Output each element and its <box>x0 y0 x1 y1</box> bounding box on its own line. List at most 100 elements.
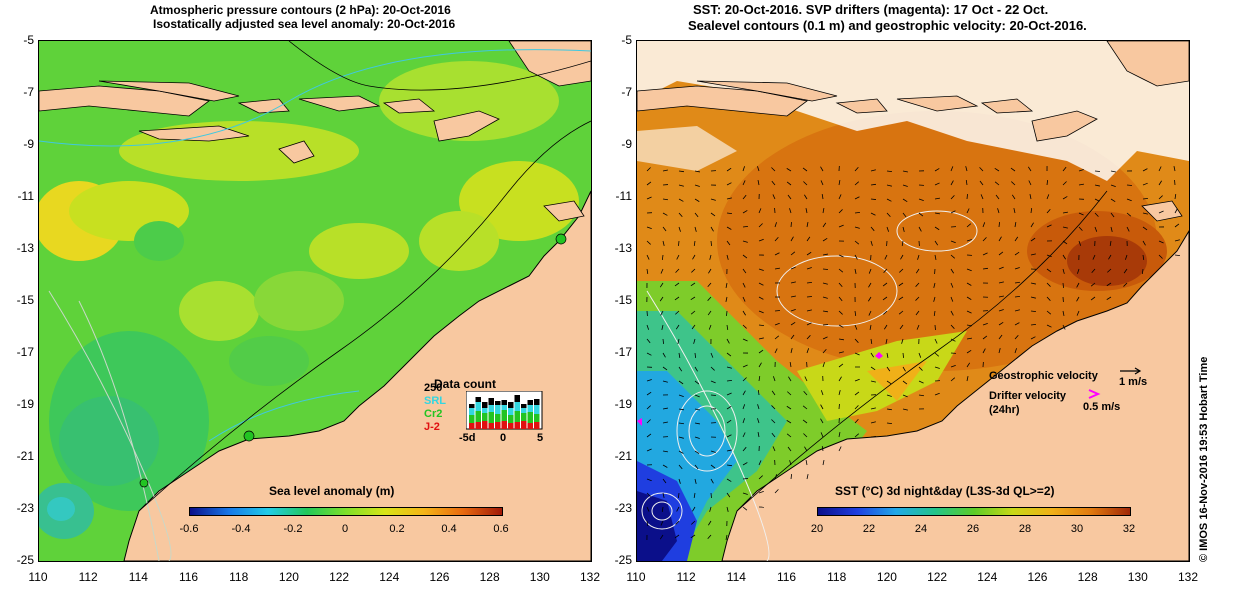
velocity-arrow <box>1014 309 1020 312</box>
velocity-arrow <box>966 223 972 228</box>
velocity-arrow <box>710 198 716 201</box>
histogram-bar <box>527 400 533 405</box>
velocity-arrow <box>677 338 680 344</box>
histogram-bar <box>495 401 501 405</box>
velocity-arrow <box>886 198 892 202</box>
velocity-arrow <box>742 462 748 466</box>
velocity-arrow <box>854 167 859 172</box>
velocity-arrow <box>662 407 668 410</box>
velocity-arrow <box>1062 211 1068 214</box>
velocity-arrow <box>726 212 733 214</box>
velocity-arrow <box>950 364 956 368</box>
velocity-arrow <box>899 324 904 330</box>
histogram-bar <box>482 402 488 408</box>
velocity-arrow <box>1078 212 1084 216</box>
velocity-arrow <box>1141 268 1144 275</box>
velocity-arrow <box>742 194 747 200</box>
velocity-arrow <box>1142 197 1149 200</box>
velocity-arrow <box>870 240 873 246</box>
lat-tick-label: -19 <box>614 397 632 411</box>
velocity-arrow <box>646 492 651 497</box>
velocity-arrow <box>950 296 954 302</box>
lat-tick-label: -25 <box>614 553 632 567</box>
velocity-arrow <box>870 183 877 186</box>
velocity-arrow <box>646 448 652 452</box>
velocity-arrow <box>726 197 732 200</box>
velocity-arrow <box>726 478 732 482</box>
velocity-arrow <box>806 236 811 242</box>
velocity-arrow <box>902 212 907 218</box>
velocity-arrow <box>898 310 904 315</box>
lat-tick-label: -11 <box>615 189 632 203</box>
velocity-arrow <box>678 352 681 358</box>
velocity-arrow <box>774 322 780 326</box>
drifter-velocity-period: (24hr) <box>989 404 1020 416</box>
lon-tick-label: 130 <box>1127 570 1148 584</box>
velocity-arrow <box>661 324 664 330</box>
velocity-arrow <box>646 405 651 410</box>
velocity-arrow <box>838 209 843 214</box>
sst-map: Geostrophic velocity 1 m/s Drifter veloc… <box>636 40 1190 562</box>
velocity-arrow <box>806 281 813 284</box>
lat-tick-label: -7 <box>23 85 34 99</box>
velocity-arrow <box>980 194 984 200</box>
velocity-arrow <box>646 240 651 245</box>
velocity-arrow <box>838 254 844 258</box>
velocity-arrow <box>802 405 808 410</box>
velocity-arrow <box>950 377 956 382</box>
velocity-arrow <box>710 226 714 232</box>
velocity-arrow <box>870 169 876 172</box>
velocity-arrow <box>806 309 812 312</box>
velocity-arrow <box>786 405 792 410</box>
mission-srl: SRL <box>424 395 446 407</box>
velocity-arrow <box>646 520 649 527</box>
histogram-bar <box>469 408 475 415</box>
drifter-scale-label: 0.5 m/s <box>1083 401 1121 413</box>
data-count-title: Data count <box>434 377 497 391</box>
velocity-arrow <box>902 184 908 187</box>
velocity-arrow <box>950 282 954 288</box>
velocity-arrow <box>998 348 1001 354</box>
lon-tick-label: 118 <box>827 570 847 584</box>
velocity-arrow <box>694 380 700 385</box>
histogram-bar <box>514 411 520 422</box>
velocity-arrow <box>822 296 828 299</box>
velocity-arrow <box>693 240 696 247</box>
velocity-arrow <box>1092 254 1096 260</box>
velocity-arrow <box>758 349 764 354</box>
velocity-arrow <box>1158 166 1162 172</box>
velocity-arrow <box>1077 268 1080 274</box>
velocity-arrow <box>838 296 843 302</box>
velocity-arrow <box>933 296 936 302</box>
velocity-arrow <box>950 310 954 316</box>
lon-tick-label: 112 <box>78 570 98 584</box>
mission-cr2: Cr2 <box>424 408 443 420</box>
velocity-arrow <box>1030 310 1037 313</box>
velocity-arrow <box>1030 296 1036 299</box>
velocity-arrow <box>726 240 731 246</box>
velocity-arrow <box>758 238 764 242</box>
velocity-arrow <box>982 237 987 242</box>
velocity-arrow <box>774 310 781 312</box>
velocity-arrow <box>1126 198 1132 202</box>
velocity-arrow <box>661 254 664 261</box>
velocity-arrow <box>950 180 954 186</box>
velocity-arrow <box>742 254 748 259</box>
velocity-arrow <box>1142 226 1148 231</box>
velocity-arrow <box>694 436 700 439</box>
velocity-arrow <box>882 282 888 287</box>
velocity-arrow <box>934 366 940 369</box>
lon-tick-label: 128 <box>479 570 500 584</box>
velocity-arrow <box>674 296 680 301</box>
velocity-arrow <box>1046 282 1051 287</box>
velocity-arrow <box>1174 208 1178 214</box>
velocity-arrow <box>822 253 828 256</box>
imos-timestamp: © IMOS 16-Nov-2016 19:53 Hobart Time <box>1198 356 1210 562</box>
velocity-arrow <box>758 223 763 228</box>
velocity-arrow <box>804 376 808 382</box>
velocity-arrow <box>934 226 940 231</box>
velocity-arrow <box>790 266 796 270</box>
velocity-arrow <box>886 422 893 425</box>
histogram-bar <box>534 405 540 414</box>
velocity-arrow <box>742 210 748 214</box>
